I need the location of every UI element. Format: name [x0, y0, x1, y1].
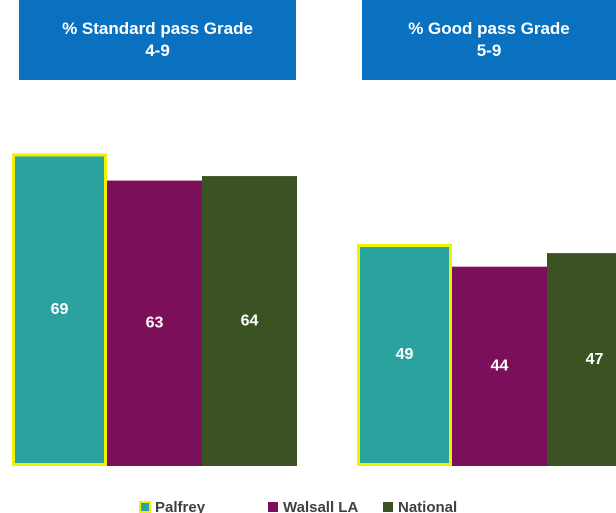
value-label: 44 [491, 358, 509, 375]
bar [12, 153, 107, 466]
value-label: 64 [241, 312, 259, 329]
value-label: 49 [396, 346, 414, 363]
bar [357, 244, 452, 466]
value-label: 47 [586, 351, 604, 368]
value-label: 69 [51, 301, 69, 318]
legend-swatch [268, 502, 278, 512]
legend-label: Walsall LA [283, 499, 358, 513]
group-title: % Standard pass Grade 4-9 [19, 0, 296, 80]
legend-label: National [398, 499, 457, 513]
value-label: 63 [146, 315, 164, 332]
legend-swatch [383, 502, 393, 512]
group-title: % Good pass Grade 5-9 [362, 0, 616, 80]
legend-swatch [139, 501, 151, 513]
legend-label: Palfrey [155, 499, 206, 513]
bar [452, 266, 547, 466]
bar [547, 253, 616, 466]
bar [107, 180, 202, 467]
bar [202, 176, 297, 466]
